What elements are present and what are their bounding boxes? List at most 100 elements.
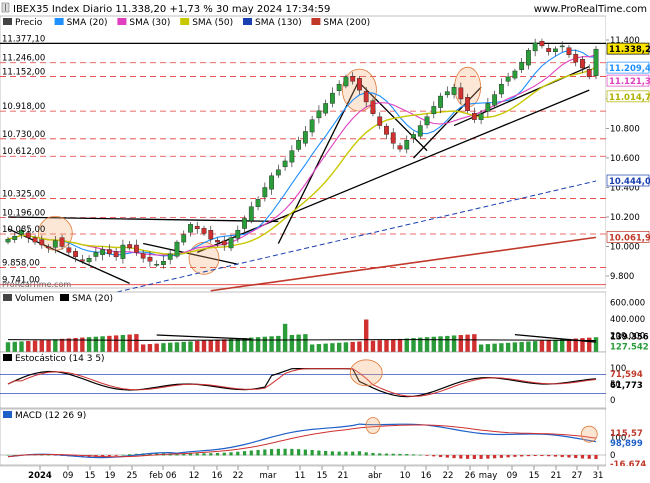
volume-bar bbox=[364, 319, 369, 352]
sma200-line bbox=[210, 236, 597, 292]
candle-body bbox=[580, 58, 585, 69]
legend-swatch bbox=[3, 354, 12, 361]
axis-label: 10.000 bbox=[610, 243, 640, 253]
stoch-d-line bbox=[7, 368, 597, 397]
macd-hist-bar bbox=[256, 449, 260, 456]
macd-hist-bar bbox=[101, 455, 105, 457]
macd-hist-bar bbox=[13, 455, 17, 456]
axis-label: 100 bbox=[610, 434, 626, 444]
candle-body bbox=[471, 112, 477, 120]
level-label: 10.196,00 bbox=[2, 209, 45, 219]
x-label: 22 bbox=[443, 471, 454, 481]
axis-label: 50 bbox=[610, 380, 621, 390]
price-badge: 10.444,01 bbox=[609, 177, 650, 187]
candle-body bbox=[208, 230, 214, 240]
candle-body bbox=[553, 48, 558, 52]
candle-body bbox=[343, 76, 349, 87]
volume-bar bbox=[80, 337, 85, 352]
trendline bbox=[143, 242, 238, 265]
level-label: 10.730,00 bbox=[2, 130, 45, 140]
x-label: 21 bbox=[551, 471, 562, 481]
x-label: 16 bbox=[212, 471, 223, 481]
volume-bar bbox=[147, 344, 153, 352]
volume-bar bbox=[269, 336, 274, 352]
volume-bar bbox=[242, 338, 247, 352]
axis-label: 10.400 bbox=[610, 184, 640, 194]
legend-label: MACD (12 26 9) bbox=[15, 411, 86, 421]
x-label: 09 bbox=[63, 471, 74, 481]
price-panel[interactable]: Precio SMA (20) SMA (30) SMA (50) SMA (130) S… bbox=[0, 15, 607, 318]
candle-body bbox=[586, 69, 592, 78]
volume-bar bbox=[593, 337, 599, 352]
candle-body bbox=[215, 240, 220, 243]
candle-body bbox=[296, 140, 302, 150]
volume-bar bbox=[303, 334, 308, 352]
candle-body bbox=[573, 53, 579, 63]
volume-bar bbox=[343, 342, 349, 352]
legend-label: SMA (50) bbox=[192, 18, 233, 28]
axis-label: 200.000 bbox=[610, 331, 645, 341]
candle-body bbox=[255, 199, 261, 207]
x-label: 22 bbox=[233, 471, 244, 481]
candle-body bbox=[539, 40, 545, 47]
macd-hist-bar bbox=[398, 453, 402, 456]
macd-hist-bar bbox=[411, 454, 416, 456]
macd-panel[interactable]: MACD (12 26 9) bbox=[0, 408, 607, 466]
volume-bar bbox=[296, 334, 301, 352]
macd-hist-bar bbox=[452, 455, 456, 459]
legend-label: SMA (200) bbox=[323, 18, 370, 28]
candle-body bbox=[505, 76, 511, 82]
volume-bar bbox=[235, 338, 240, 352]
volume-bar bbox=[66, 338, 72, 352]
candle-body bbox=[390, 132, 396, 144]
volume-badge: 139.356 bbox=[610, 332, 649, 342]
stochastic-panel[interactable]: Estocástico (14 3 5) bbox=[0, 351, 607, 409]
macd-hist-bar bbox=[364, 452, 368, 456]
macd-hist-bar bbox=[574, 455, 578, 459]
volume-bar bbox=[431, 336, 436, 352]
candle-body bbox=[59, 237, 65, 247]
volume-bar bbox=[134, 334, 139, 352]
volume-bar bbox=[377, 340, 382, 352]
volume-bar bbox=[86, 337, 92, 352]
candle-body bbox=[302, 131, 308, 144]
macd-hist-bar bbox=[378, 453, 382, 456]
macd-hist-bar bbox=[493, 455, 497, 459]
candle-body bbox=[532, 42, 538, 52]
volume-bar bbox=[384, 339, 389, 352]
price-axis[interactable]: 11.40011.20011.00010.80010.60010.40010.2… bbox=[606, 16, 650, 288]
x-label: 09 bbox=[507, 471, 518, 481]
macd-hist-bar bbox=[337, 451, 341, 456]
macd-hist-bar bbox=[425, 455, 429, 456]
volume-bar bbox=[519, 341, 524, 352]
volume-bar bbox=[566, 338, 572, 352]
volume-panel[interactable]: Volumen SMA (20) bbox=[0, 291, 607, 353]
axis-label: 11.400 bbox=[610, 36, 640, 46]
candle-body bbox=[444, 91, 450, 96]
volume-bar bbox=[93, 336, 99, 352]
x-label: 19 bbox=[105, 471, 116, 481]
price-badge-box bbox=[606, 61, 650, 74]
price-badge-box bbox=[606, 90, 650, 103]
volume-bar bbox=[208, 340, 213, 352]
price-badge-box bbox=[606, 174, 650, 187]
macd-hist-bar bbox=[107, 455, 111, 457]
x-axis[interactable]: 2024 09 15 19 25 feb 06 12 16 22 mar 11 15 21 abr 10 16… bbox=[0, 465, 650, 483]
macd-hist-bar bbox=[297, 449, 301, 456]
stoch-badge: 61,773 bbox=[610, 381, 643, 391]
candle-body bbox=[93, 252, 99, 257]
candle-body bbox=[330, 92, 335, 104]
candle-body bbox=[404, 140, 410, 150]
macd-hist-bar bbox=[459, 455, 463, 459]
macd-hist-bar bbox=[229, 452, 233, 456]
volume-bar bbox=[438, 336, 443, 352]
volume-bar bbox=[289, 335, 295, 352]
volume-bar bbox=[107, 335, 112, 352]
x-label: 25 bbox=[127, 471, 138, 481]
macd-hist-bar bbox=[344, 451, 348, 456]
axis-label: 10.800 bbox=[610, 125, 640, 135]
